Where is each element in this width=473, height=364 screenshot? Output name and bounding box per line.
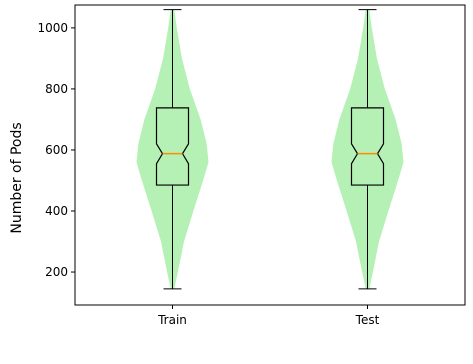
violin-1 <box>136 9 209 289</box>
y-tick-label-800: 800 <box>45 82 68 96</box>
box-1 <box>155 107 190 186</box>
violin-2 <box>331 9 404 289</box>
x-tick-label-2: Test <box>355 313 380 327</box>
boxes-layer <box>155 9 385 290</box>
violins-layer <box>136 9 404 289</box>
y-tick-label-200: 200 <box>45 265 68 279</box>
box-2 <box>350 107 385 186</box>
plot-frame <box>74 4 466 306</box>
y-tick-label-600: 600 <box>45 143 68 157</box>
y-tick-label-400: 400 <box>45 204 68 218</box>
y-ticks-layer: 200 400 600 800 1000 <box>37 21 75 279</box>
x-tick-label-1: Train <box>157 313 187 327</box>
y-axis-label: Number of Pods <box>9 122 25 233</box>
x-ticks-layer: Train Test <box>157 305 380 327</box>
y-tick-label-1000: 1000 <box>37 21 68 35</box>
